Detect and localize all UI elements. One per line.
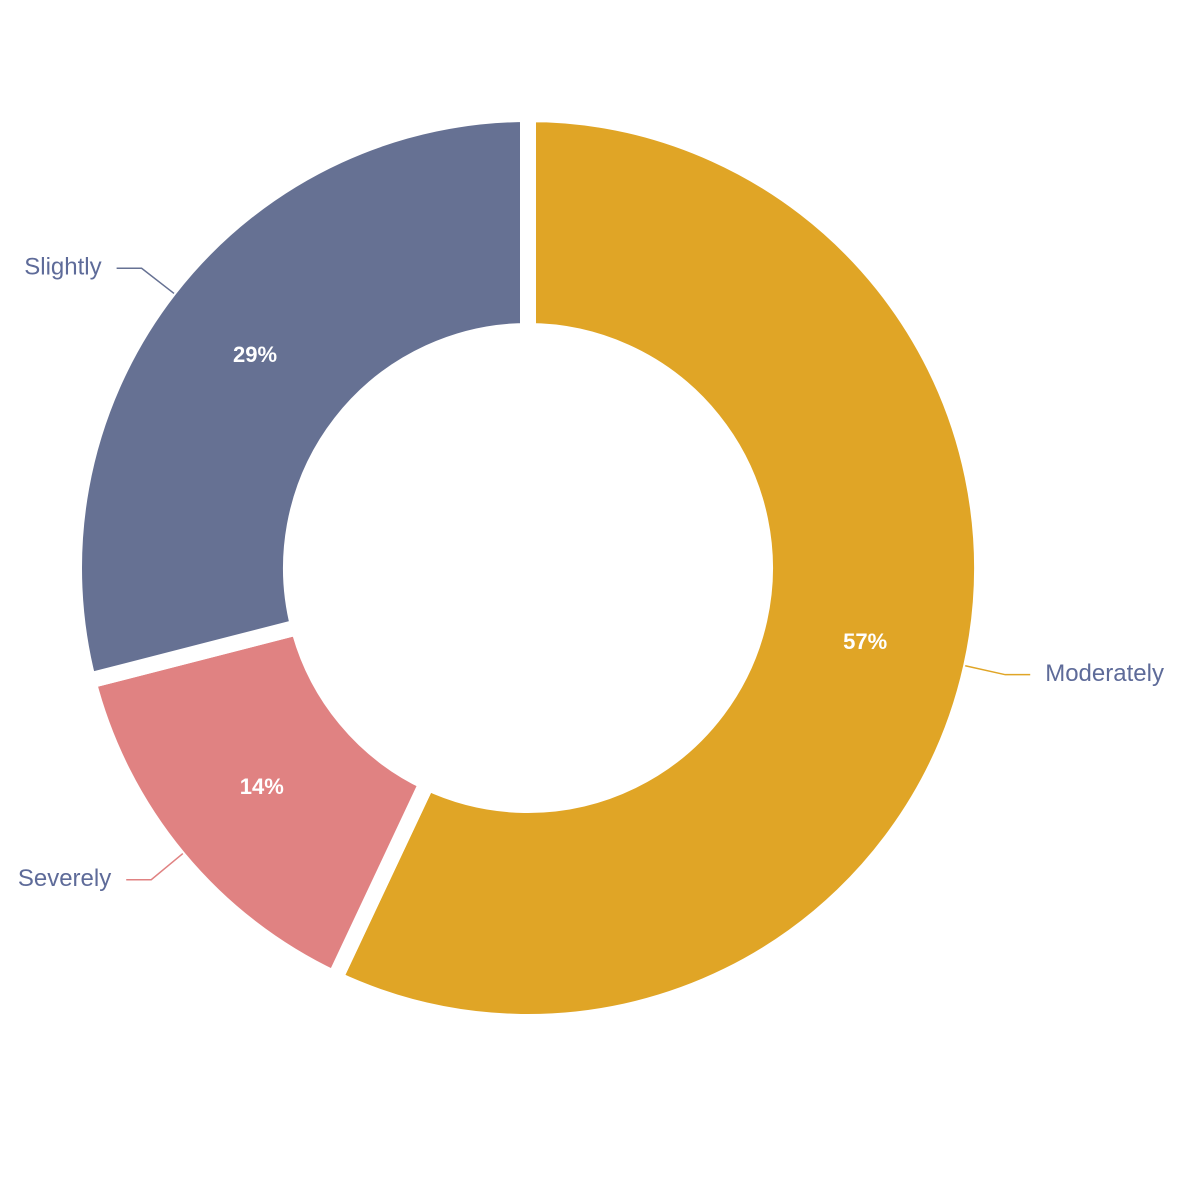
category-label: Moderately xyxy=(1045,660,1164,687)
leader-line xyxy=(965,664,1031,676)
donut-slice xyxy=(66,106,536,689)
value-label: 14% xyxy=(240,774,284,799)
donut-slice xyxy=(326,106,990,1030)
donut-slice xyxy=(80,618,436,987)
leader-line xyxy=(126,852,184,881)
value-label: 29% xyxy=(233,342,277,367)
category-label: Severely xyxy=(18,865,111,892)
value-label: 57% xyxy=(843,629,887,654)
category-label: Slightly xyxy=(24,254,101,281)
leader-line xyxy=(116,267,175,295)
